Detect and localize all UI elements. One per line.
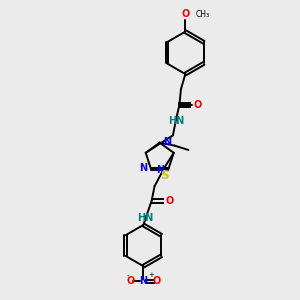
- Text: O: O: [126, 277, 134, 286]
- Text: HN: HN: [168, 116, 184, 126]
- Text: N: N: [139, 277, 148, 286]
- Text: O: O: [182, 9, 190, 19]
- Text: O: O: [152, 277, 161, 286]
- Text: N: N: [163, 137, 171, 147]
- Text: +: +: [148, 272, 154, 278]
- Text: O: O: [166, 196, 174, 206]
- Text: N: N: [139, 164, 147, 173]
- Text: CH₃: CH₃: [196, 10, 210, 19]
- Text: -: -: [127, 272, 129, 278]
- Text: N: N: [156, 165, 164, 175]
- Text: S: S: [160, 169, 169, 182]
- Text: HN: HN: [137, 213, 154, 223]
- Text: O: O: [194, 100, 202, 110]
